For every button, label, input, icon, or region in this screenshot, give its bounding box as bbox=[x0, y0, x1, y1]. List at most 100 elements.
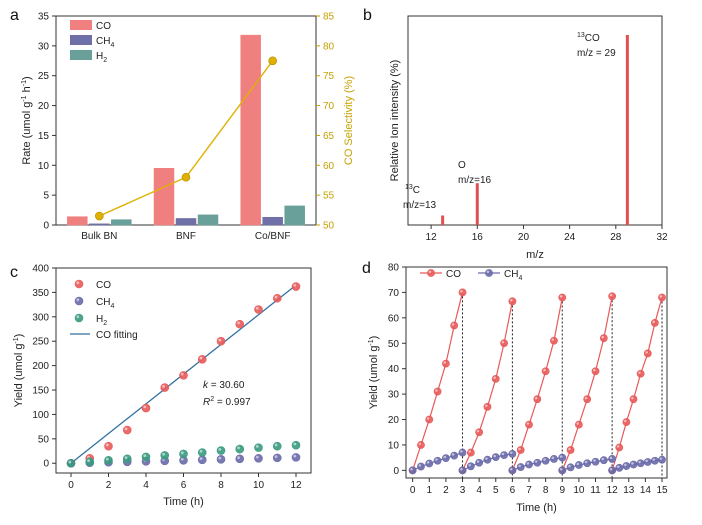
c-annotation-r2: R2 = 0.997 bbox=[203, 396, 251, 408]
c-point-CO-shine bbox=[274, 295, 278, 299]
b-peak-mz-29: m/z = 29 bbox=[577, 48, 616, 59]
b-peak-label-16: O bbox=[458, 160, 466, 171]
c-point-CH4-shine bbox=[274, 455, 278, 459]
a-ytick-label: 5 bbox=[43, 191, 49, 202]
c-point-CH4-shine bbox=[199, 457, 203, 461]
d-point-CO-shine bbox=[601, 335, 605, 339]
d-point-CH4-shine bbox=[631, 462, 634, 465]
d-point-CH4-shine bbox=[616, 465, 620, 469]
c-ytick-label: 350 bbox=[32, 288, 49, 299]
d-point-CH4-shine bbox=[576, 462, 580, 466]
d-point-CO bbox=[466, 448, 475, 457]
d-xtick-label: 7 bbox=[526, 485, 532, 496]
panel-c-frame bbox=[55, 267, 312, 474]
a-legend-CH4: CH4 bbox=[96, 36, 114, 49]
c-point-CH4 bbox=[216, 455, 226, 464]
c-legend-CH4: CH4 bbox=[96, 297, 114, 310]
c-xlabel: Time (h) bbox=[163, 496, 204, 508]
c-point-CH4-shine bbox=[255, 455, 259, 459]
d-xtick-label: 10 bbox=[573, 485, 585, 496]
d-ytick-label: 80 bbox=[388, 263, 400, 274]
c-legend-marker-CO-shine bbox=[76, 281, 80, 285]
a-legend-CO: CO bbox=[96, 21, 111, 32]
d-point-CH4-shine bbox=[645, 459, 648, 463]
c-point-CH4-shine bbox=[180, 457, 184, 461]
c-point-H2-shine bbox=[274, 443, 278, 447]
d-point-CH4 bbox=[608, 466, 617, 475]
a-bar-H2 bbox=[111, 219, 132, 226]
d-point-CH4 bbox=[525, 460, 533, 469]
d-legend-CO: CO bbox=[446, 269, 461, 280]
d-xtick-label: 4 bbox=[476, 485, 482, 496]
a-y2tick-label: 55 bbox=[323, 191, 335, 202]
d-legend-text: CH bbox=[504, 269, 518, 280]
b-peak-label-13: 13C bbox=[405, 184, 420, 196]
panel-a-frame bbox=[55, 15, 317, 226]
d-point-CH4 bbox=[417, 462, 425, 471]
a-legend-swatch-CO bbox=[70, 20, 92, 30]
a-legend-sub: 2 bbox=[103, 57, 107, 64]
d-point-CH4-shine bbox=[435, 458, 438, 461]
c-point-H2 bbox=[235, 444, 245, 454]
d-point-CO bbox=[583, 395, 592, 404]
d-point-CH4 bbox=[558, 453, 567, 462]
c-point-CO-shine bbox=[180, 372, 184, 376]
d-point-CO-shine bbox=[418, 442, 422, 446]
d-xtick-label: 11 bbox=[590, 485, 601, 496]
b-xtick-label: 16 bbox=[472, 232, 484, 243]
d-point-CO bbox=[475, 428, 484, 437]
a-legend-swatch-CH4 bbox=[70, 35, 92, 45]
b-xtick-label: 32 bbox=[656, 232, 668, 243]
a-bar-CH4 bbox=[262, 216, 283, 226]
c-point-H2-shine bbox=[105, 457, 109, 461]
d-point-CO-shine bbox=[624, 419, 627, 423]
c-point-H2 bbox=[272, 441, 282, 451]
a-legend-swatch-H2 bbox=[70, 50, 92, 60]
c-point-CH4 bbox=[197, 455, 207, 465]
d-line-CO bbox=[611, 297, 663, 471]
d-point-CO-shine bbox=[576, 422, 580, 425]
d-legend-marker-CO-shine bbox=[428, 270, 432, 274]
c-ylabel: Yield (umol g-1) bbox=[13, 334, 25, 408]
d-point-CO-shine bbox=[659, 295, 663, 298]
c-point-CO-shine bbox=[199, 356, 203, 360]
d-legend-text: CO bbox=[446, 269, 461, 280]
a-legend-text: CH bbox=[96, 36, 110, 47]
d-legend-sub: 4 bbox=[518, 275, 522, 282]
c-point-CH4-shine bbox=[237, 456, 240, 460]
b-peak-label-29: 13CO bbox=[577, 32, 600, 44]
c-point-H2 bbox=[197, 448, 207, 457]
a-y2tick-label: 75 bbox=[323, 71, 335, 82]
d-xtick-label: 9 bbox=[559, 485, 565, 496]
d-point-CO bbox=[516, 446, 525, 454]
c-ytick-label: 100 bbox=[32, 410, 49, 421]
a-y2label: CO Selectivity (%) bbox=[343, 76, 355, 165]
d-point-CO-shine bbox=[485, 404, 488, 407]
a-bar-H2 bbox=[284, 205, 305, 226]
c-legend-text: CH bbox=[96, 297, 110, 308]
d-point-CH4 bbox=[558, 466, 567, 475]
c-point-H2-shine bbox=[237, 446, 240, 450]
d-point-CO-shine bbox=[468, 450, 472, 453]
d-point-CO bbox=[500, 339, 508, 348]
panel-a-label: a bbox=[10, 7, 19, 24]
d-point-CH4-shine bbox=[476, 460, 480, 463]
d-point-CO bbox=[525, 420, 533, 429]
d-point-CH4-shine bbox=[501, 452, 505, 456]
c-ylabel-part: Yield (umol g bbox=[13, 344, 25, 408]
d-xtick-label: 12 bbox=[607, 485, 619, 496]
d-point-CH4-shine bbox=[410, 468, 413, 471]
c-ytick-label: 50 bbox=[38, 434, 50, 445]
d-point-CO bbox=[615, 443, 624, 452]
c-ytick-label: 400 bbox=[32, 264, 49, 275]
a-ytick-label: 10 bbox=[38, 161, 50, 172]
c-point-CO bbox=[197, 354, 207, 364]
c-xtick-label: 10 bbox=[253, 480, 265, 491]
c-annotation-r-sup: 2 bbox=[210, 396, 214, 403]
a-ytick-label: 25 bbox=[38, 71, 50, 82]
d-point-CH4-shine bbox=[624, 463, 627, 467]
a-y2tick-label: 80 bbox=[323, 41, 335, 52]
c-ylabel-part: ) bbox=[13, 334, 25, 338]
d-point-CH4-shine bbox=[426, 461, 430, 464]
